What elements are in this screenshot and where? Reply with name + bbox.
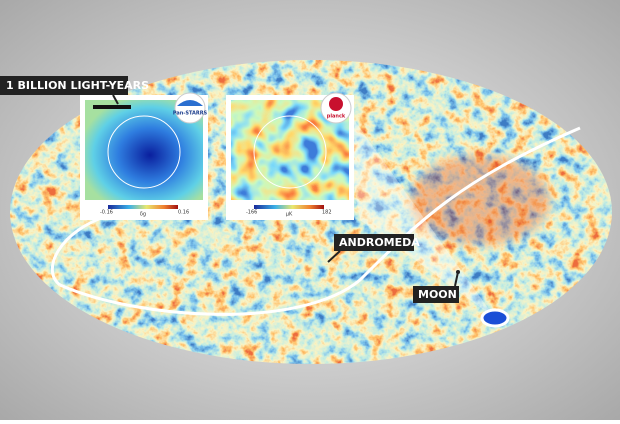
- label-box: [0, 76, 128, 95]
- label-text: 1 BILLION LIGHT-YEARS: [6, 79, 149, 92]
- inset-panstarrs: -0.16 0.16 δg Pan-STARRS: [80, 92, 208, 220]
- colorbar-label: μK: [286, 212, 293, 218]
- inset-planck: -166 182 μK planck: [226, 92, 354, 220]
- inset-circle: [107, 115, 181, 189]
- ecliptic-line: [50, 213, 111, 287]
- logo-mark: [329, 97, 343, 111]
- logo-dome: [177, 100, 203, 106]
- label-box: [334, 234, 414, 251]
- ecliptic-line: [59, 126, 581, 316]
- logo: [174, 92, 206, 124]
- logo-text: Pan-STARRS: [173, 111, 208, 117]
- label-pointer: [112, 94, 119, 105]
- warm-region: [410, 155, 550, 245]
- moon-label: MOON: [413, 270, 460, 303]
- label-pointer: [327, 250, 341, 263]
- moon-ring: [480, 308, 510, 328]
- inset-circle: [253, 115, 327, 189]
- label-box: [413, 286, 459, 303]
- colorbar: [254, 205, 324, 209]
- colorbar: [108, 205, 178, 209]
- scale-bar: [93, 105, 131, 109]
- colorbar-min: -166: [246, 210, 257, 216]
- label-text: MOON: [418, 288, 457, 301]
- label-pointer: [454, 271, 459, 287]
- colorbar-min: -0.16: [100, 210, 113, 216]
- moon-dot: [456, 270, 460, 274]
- colorbar-label: δg: [140, 212, 146, 218]
- zoom-wedge: [340, 100, 495, 318]
- scale-label: 1 BILLION LIGHT-YEARS: [0, 76, 149, 105]
- colorbar-max: 0.16: [178, 210, 189, 216]
- colorbar-max: 182: [322, 210, 332, 216]
- label-text: ANDROMEDA: [339, 236, 420, 249]
- logo-text: planck: [327, 114, 346, 120]
- andromeda-label: ANDROMEDA: [327, 234, 420, 263]
